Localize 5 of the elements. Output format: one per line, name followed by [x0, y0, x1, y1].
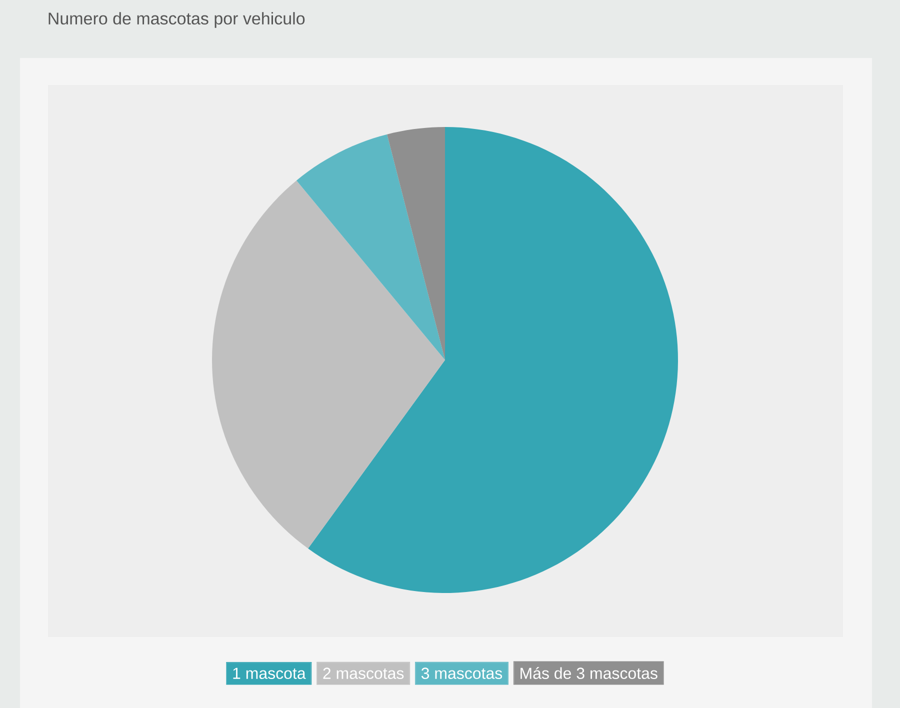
legend-label: 1 mascota	[233, 668, 306, 679]
legend-label: Más de 3 mascotas	[520, 667, 658, 679]
legend-label: 2 mascotas	[323, 668, 404, 679]
legend-label: 3 mascotas	[421, 668, 502, 679]
chart-title: Numero de mascotas por vehiculo	[48, 12, 305, 28]
